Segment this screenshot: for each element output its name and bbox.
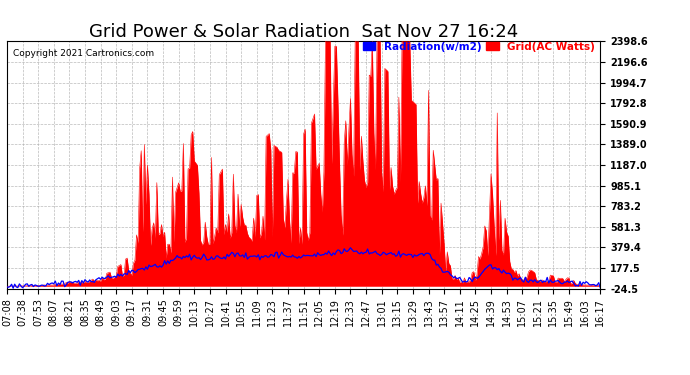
Text: Copyright 2021 Cartronics.com: Copyright 2021 Cartronics.com: [13, 49, 154, 58]
Title: Grid Power & Solar Radiation  Sat Nov 27 16:24: Grid Power & Solar Radiation Sat Nov 27 …: [89, 23, 518, 41]
Legend: Radiation(w/m2), Grid(AC Watts): Radiation(w/m2), Grid(AC Watts): [363, 42, 595, 51]
